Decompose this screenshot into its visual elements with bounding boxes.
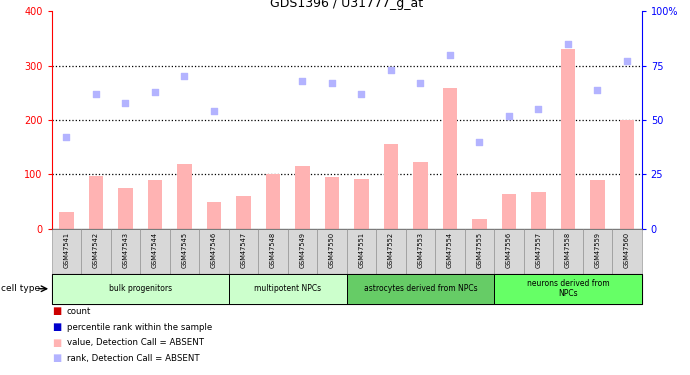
- Bar: [376, 229, 406, 274]
- Bar: [413, 162, 428, 229]
- Text: rank, Detection Call = ABSENT: rank, Detection Call = ABSENT: [67, 354, 199, 363]
- Text: astrocytes derived from NPCs: astrocytes derived from NPCs: [364, 284, 477, 293]
- Bar: [324, 177, 339, 229]
- Bar: [590, 180, 605, 229]
- Point: [90, 91, 101, 97]
- Bar: [81, 229, 110, 274]
- Point: [415, 80, 426, 86]
- Bar: [52, 229, 81, 274]
- Point: [150, 89, 161, 95]
- Bar: [177, 164, 192, 229]
- Bar: [347, 274, 494, 304]
- Bar: [118, 188, 133, 229]
- Bar: [620, 120, 634, 229]
- Bar: [236, 196, 251, 229]
- Bar: [229, 274, 347, 304]
- Bar: [502, 195, 516, 229]
- Bar: [582, 229, 612, 274]
- Point: [326, 80, 337, 86]
- Bar: [531, 192, 546, 229]
- Bar: [288, 229, 317, 274]
- Point: [592, 87, 603, 93]
- Point: [179, 74, 190, 80]
- Bar: [229, 229, 258, 274]
- Point: [562, 41, 573, 47]
- Bar: [494, 274, 642, 304]
- Bar: [199, 229, 229, 274]
- Point: [356, 91, 367, 97]
- Text: GSM47557: GSM47557: [535, 232, 542, 268]
- Point: [474, 139, 485, 145]
- Bar: [435, 229, 465, 274]
- Bar: [110, 229, 140, 274]
- Bar: [258, 229, 288, 274]
- Text: GSM47544: GSM47544: [152, 232, 158, 268]
- Bar: [524, 229, 553, 274]
- Text: GSM47545: GSM47545: [181, 232, 188, 268]
- Bar: [354, 179, 369, 229]
- Text: GSM47560: GSM47560: [624, 232, 630, 268]
- Text: GSM47547: GSM47547: [241, 232, 246, 268]
- Text: cell type: cell type: [1, 284, 41, 293]
- Text: ■: ■: [52, 338, 61, 348]
- Point: [297, 78, 308, 84]
- Text: ■: ■: [52, 354, 61, 363]
- Bar: [553, 229, 582, 274]
- Text: percentile rank within the sample: percentile rank within the sample: [67, 322, 213, 332]
- Text: GSM47550: GSM47550: [329, 232, 335, 268]
- Point: [386, 67, 397, 73]
- Point: [61, 134, 72, 140]
- Bar: [266, 174, 280, 229]
- Text: GSM47548: GSM47548: [270, 232, 276, 268]
- Bar: [442, 88, 457, 229]
- Text: GSM47558: GSM47558: [565, 232, 571, 268]
- Bar: [59, 212, 74, 229]
- Text: GSM47546: GSM47546: [211, 232, 217, 268]
- Point: [504, 112, 515, 118]
- Bar: [347, 229, 376, 274]
- Text: GSM47551: GSM47551: [359, 232, 364, 268]
- Bar: [612, 229, 642, 274]
- Point: [120, 100, 131, 106]
- Text: count: count: [67, 307, 91, 316]
- Text: GSM47549: GSM47549: [299, 232, 306, 268]
- Text: multipotent NPCs: multipotent NPCs: [254, 284, 322, 293]
- Point: [208, 108, 219, 114]
- Point: [533, 106, 544, 112]
- Point: [622, 58, 633, 64]
- Text: GSM47559: GSM47559: [595, 232, 600, 268]
- Bar: [148, 180, 162, 229]
- Title: GDS1396 / U31777_g_at: GDS1396 / U31777_g_at: [270, 0, 423, 10]
- Bar: [206, 202, 221, 229]
- Point: [444, 52, 455, 58]
- Text: bulk progenitors: bulk progenitors: [109, 284, 172, 293]
- Bar: [406, 229, 435, 274]
- Text: GSM47543: GSM47543: [123, 232, 128, 268]
- Bar: [472, 219, 487, 229]
- Text: GSM47555: GSM47555: [477, 232, 482, 268]
- Bar: [384, 144, 398, 229]
- Text: neurons derived from
NPCs: neurons derived from NPCs: [526, 279, 609, 298]
- Bar: [560, 50, 575, 229]
- Text: ■: ■: [52, 306, 61, 316]
- Text: GSM47542: GSM47542: [93, 232, 99, 268]
- Text: value, Detection Call = ABSENT: value, Detection Call = ABSENT: [67, 338, 204, 347]
- Bar: [494, 229, 524, 274]
- Bar: [295, 166, 310, 229]
- Bar: [140, 229, 170, 274]
- Bar: [170, 229, 199, 274]
- Text: GSM47552: GSM47552: [388, 232, 394, 268]
- Bar: [465, 229, 494, 274]
- Text: GSM47554: GSM47554: [447, 232, 453, 268]
- Bar: [88, 176, 104, 229]
- Text: ■: ■: [52, 322, 61, 332]
- Text: GSM47553: GSM47553: [417, 232, 424, 268]
- Bar: [52, 274, 229, 304]
- Bar: [317, 229, 347, 274]
- Text: GSM47541: GSM47541: [63, 232, 70, 268]
- Text: GSM47556: GSM47556: [506, 232, 512, 268]
